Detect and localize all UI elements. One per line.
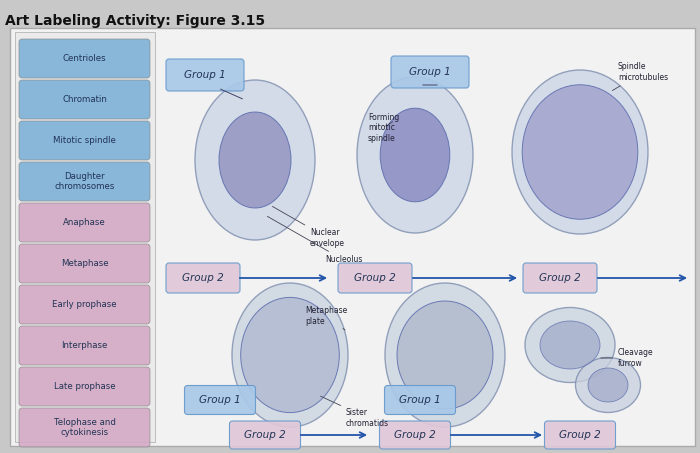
Ellipse shape	[241, 298, 340, 413]
FancyBboxPatch shape	[166, 59, 244, 91]
Ellipse shape	[397, 301, 493, 409]
FancyBboxPatch shape	[19, 367, 150, 406]
Text: Group 1: Group 1	[184, 70, 226, 80]
Text: Group 2: Group 2	[559, 430, 601, 440]
FancyBboxPatch shape	[19, 39, 150, 78]
Text: Nucleolus: Nucleolus	[267, 217, 363, 265]
Text: Late prophase: Late prophase	[54, 382, 116, 391]
FancyBboxPatch shape	[384, 386, 456, 414]
Text: Daughter
chromosomes: Daughter chromosomes	[55, 172, 115, 191]
FancyBboxPatch shape	[15, 32, 155, 442]
Ellipse shape	[512, 70, 648, 234]
Ellipse shape	[385, 283, 505, 427]
Ellipse shape	[588, 368, 628, 402]
FancyBboxPatch shape	[10, 28, 695, 446]
FancyBboxPatch shape	[19, 244, 150, 283]
Text: Sister
chromatids: Sister chromatids	[321, 396, 389, 428]
Ellipse shape	[522, 85, 638, 219]
FancyBboxPatch shape	[19, 162, 150, 201]
Text: Telophase and
cytokinesis: Telophase and cytokinesis	[54, 418, 116, 437]
Text: Group 2: Group 2	[182, 273, 224, 283]
Ellipse shape	[357, 77, 473, 233]
FancyBboxPatch shape	[391, 56, 469, 88]
Text: Interphase: Interphase	[62, 341, 108, 350]
Ellipse shape	[195, 80, 315, 240]
Text: Cleavage
furrow: Cleavage furrow	[601, 348, 654, 368]
Text: Nuclear
envelope: Nuclear envelope	[272, 207, 345, 248]
Text: Group 1: Group 1	[409, 67, 451, 77]
Ellipse shape	[380, 108, 450, 202]
FancyBboxPatch shape	[545, 421, 615, 449]
Text: Chromatin: Chromatin	[62, 95, 107, 104]
Text: Anaphase: Anaphase	[63, 218, 106, 227]
Text: Group 2: Group 2	[244, 430, 286, 440]
Text: Metaphase: Metaphase	[61, 259, 108, 268]
FancyBboxPatch shape	[19, 326, 150, 365]
FancyBboxPatch shape	[523, 263, 597, 293]
FancyBboxPatch shape	[19, 285, 150, 324]
FancyBboxPatch shape	[379, 421, 451, 449]
Text: Centrioles: Centrioles	[63, 54, 106, 63]
Ellipse shape	[575, 357, 640, 413]
Text: Group 2: Group 2	[394, 430, 436, 440]
Text: Forming
mitotic
spindle: Forming mitotic spindle	[368, 113, 399, 143]
Ellipse shape	[232, 283, 348, 427]
FancyBboxPatch shape	[19, 408, 150, 447]
FancyBboxPatch shape	[185, 386, 256, 414]
Text: Group 1: Group 1	[199, 395, 241, 405]
Text: Spindle
microtubules: Spindle microtubules	[612, 63, 668, 91]
FancyBboxPatch shape	[166, 263, 240, 293]
Text: Group 1: Group 1	[399, 395, 441, 405]
Text: Group 2: Group 2	[539, 273, 581, 283]
Ellipse shape	[219, 112, 291, 208]
Ellipse shape	[525, 308, 615, 382]
Text: Group 2: Group 2	[354, 273, 396, 283]
Text: Early prophase: Early prophase	[52, 300, 117, 309]
Ellipse shape	[540, 321, 600, 369]
Text: Mitotic spindle: Mitotic spindle	[53, 136, 116, 145]
FancyBboxPatch shape	[338, 263, 412, 293]
FancyBboxPatch shape	[19, 80, 150, 119]
FancyBboxPatch shape	[230, 421, 300, 449]
Text: Metaphase
plate: Metaphase plate	[305, 306, 347, 330]
FancyBboxPatch shape	[19, 203, 150, 242]
FancyBboxPatch shape	[19, 121, 150, 160]
Text: Art Labeling Activity: Figure 3.15: Art Labeling Activity: Figure 3.15	[5, 14, 265, 28]
